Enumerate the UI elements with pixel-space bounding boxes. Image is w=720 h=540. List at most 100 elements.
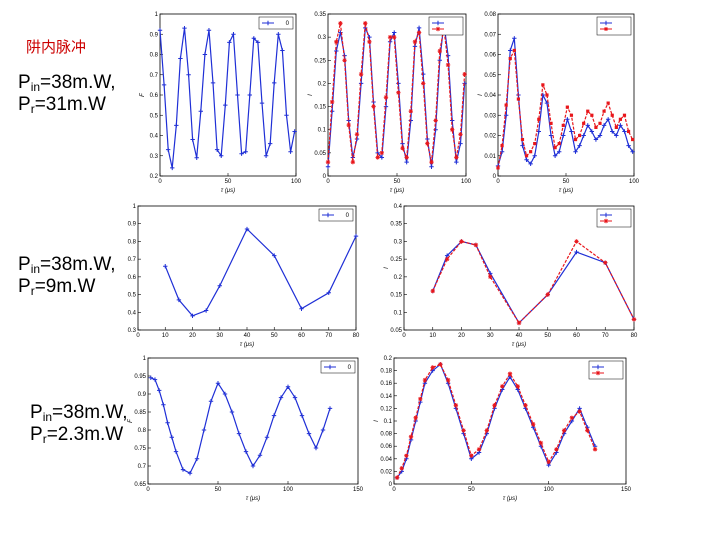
- x-tick-label: 100: [544, 487, 555, 493]
- data-point: [299, 306, 304, 311]
- data-point: [586, 109, 590, 113]
- y-tick-label: 0.3: [394, 239, 403, 245]
- data-point: [592, 447, 598, 452]
- data-point: [285, 384, 291, 389]
- series-red: [430, 239, 637, 326]
- data-point: [203, 308, 209, 313]
- data-point: [255, 40, 261, 45]
- y-tick-label: 0.07: [484, 32, 496, 38]
- x-tick-label: 100: [283, 487, 294, 493]
- data-point: [198, 109, 203, 114]
- x-axis-label: τ (μs): [512, 342, 526, 348]
- data-point: [597, 133, 603, 138]
- data-point: [180, 467, 186, 472]
- x-tick-label: 60: [298, 333, 305, 339]
- data-point: [371, 104, 376, 109]
- series-blue: [157, 25, 297, 171]
- data-point: [603, 260, 608, 265]
- legend-label: 0: [346, 213, 350, 219]
- series-red: [496, 48, 635, 170]
- plot-frame: [497, 13, 635, 177]
- data-point: [383, 95, 389, 100]
- plot-frame: [159, 13, 297, 177]
- legend-marker: [603, 218, 609, 224]
- x-tick-label: 20: [189, 333, 196, 339]
- data-point: [338, 21, 343, 26]
- data-point: [412, 39, 418, 44]
- data-point: [170, 165, 175, 171]
- data-point: [408, 118, 413, 123]
- data-point: [202, 52, 208, 57]
- data-point: [602, 109, 606, 113]
- data-point: [561, 123, 565, 127]
- x-tick-label: 10: [162, 333, 169, 339]
- data-point: [244, 226, 250, 232]
- x-tick-label: 50: [271, 333, 278, 339]
- legend-box: [596, 208, 632, 228]
- data-point: [329, 109, 335, 114]
- chart-intensity-small-row1: 0 50 100 0 0.01 0.02 0.03 0.04 0.05 0.06 0.07 0.08 τ…: [478, 12, 640, 194]
- data-point: [182, 25, 187, 31]
- data-point: [392, 34, 397, 40]
- legend-marker: [327, 364, 333, 370]
- series-line: [164, 227, 357, 317]
- data-point: [396, 81, 401, 86]
- y-tick-label: 0.3: [128, 328, 137, 334]
- data-point: [161, 402, 166, 407]
- y-tick-label: 0.35: [314, 12, 326, 18]
- data-point: [573, 149, 578, 154]
- y-tick-label: 0.2: [384, 356, 393, 362]
- series-red: [325, 21, 467, 165]
- data-point: [422, 377, 428, 383]
- y-tick-label: 1: [143, 356, 147, 362]
- y-tick-label: 0.9: [138, 392, 147, 398]
- y-tick-label: 0.3: [318, 35, 327, 41]
- y-tick-label: 0.3: [150, 154, 159, 160]
- y-tick-label: 0.75: [134, 446, 146, 452]
- y-tick-label: 0.85: [134, 410, 146, 416]
- data-point: [231, 32, 236, 37]
- y-tick-label: 0.2: [150, 174, 159, 180]
- data-point: [516, 97, 520, 101]
- data-point: [537, 117, 541, 121]
- data-point: [259, 100, 265, 106]
- data-point: [430, 288, 435, 294]
- x-tick-label: 100: [291, 179, 302, 185]
- data-point: [512, 36, 517, 41]
- y-tick-label: 0.65: [134, 482, 146, 488]
- x-tick-label: 0: [158, 179, 162, 185]
- y-tick-label: 0.2: [394, 275, 403, 281]
- x-tick-label: 60: [573, 333, 580, 339]
- data-point: [430, 365, 435, 370]
- data-point: [630, 149, 635, 154]
- data-point: [267, 141, 273, 146]
- data-point: [459, 239, 464, 244]
- y-tick-label: 0.9: [150, 32, 159, 38]
- y-tick-label: 0.7: [150, 73, 159, 79]
- data-point: [545, 292, 550, 297]
- data-point: [235, 92, 240, 98]
- data-point: [165, 147, 171, 152]
- data-point: [462, 81, 467, 86]
- x-tick-label: 50: [225, 179, 232, 185]
- data-point: [210, 80, 216, 86]
- x-axis-label: τ (μs): [559, 188, 573, 194]
- data-point: [194, 155, 199, 160]
- data-point: [163, 264, 168, 269]
- data-point: [272, 253, 277, 258]
- y-tick-label: 1: [133, 204, 137, 210]
- data-point: [396, 90, 401, 95]
- data-point: [461, 428, 466, 433]
- data-point: [174, 123, 179, 128]
- data-point: [251, 36, 257, 41]
- x-axis-label: τ (μs): [240, 342, 254, 348]
- x-tick-label: 150: [621, 487, 632, 493]
- legend-label: 0: [286, 21, 290, 27]
- data-point: [215, 381, 221, 386]
- data-point: [554, 447, 559, 452]
- data-point: [353, 233, 359, 239]
- data-point: [549, 121, 553, 125]
- data-point: [445, 377, 451, 383]
- data-point: [524, 157, 529, 162]
- data-point: [610, 113, 614, 117]
